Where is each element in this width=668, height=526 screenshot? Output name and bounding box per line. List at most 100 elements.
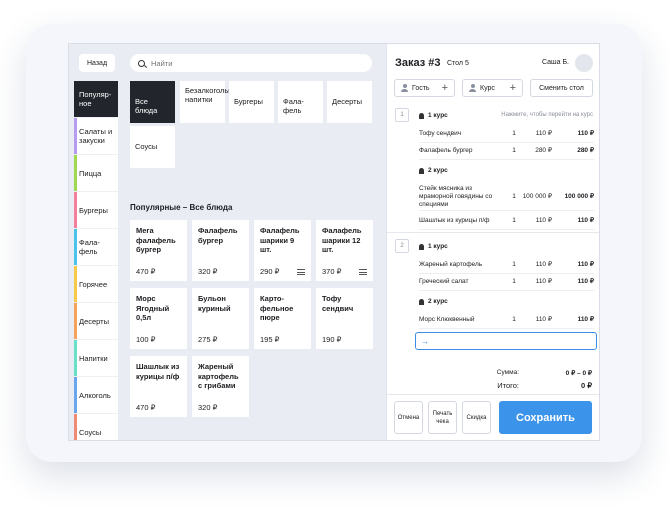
person-icon [401, 84, 408, 92]
product-name: Фалафель шарики 9 шт. [260, 226, 300, 254]
course-header[interactable]: 1 курс [419, 112, 448, 119]
item-price: 100 000 ₽ [522, 193, 552, 200]
category-color-bar [74, 192, 77, 228]
product-card[interactable]: Фалафель бургер 320 ₽ [192, 220, 249, 281]
search-input[interactable] [151, 58, 351, 68]
new-item-input[interactable]: → [415, 332, 597, 350]
add-guest-label: Гость [412, 84, 430, 92]
group-tile[interactable]: Бургеры [229, 81, 274, 123]
category-label: Десерты [79, 316, 110, 326]
item-qty: 1 [512, 217, 516, 224]
sidebar-item-category[interactable]: Салаты и закуски [74, 118, 118, 155]
item-qty: 1 [512, 316, 516, 323]
group-tile[interactable]: Соусы [130, 126, 175, 168]
divider [419, 273, 594, 274]
guest-1-icon[interactable]: 1 [395, 108, 409, 122]
product-name: Шашлык из курицы п/ф [136, 362, 180, 381]
sidebar-item-category[interactable]: Алкоголь [74, 377, 118, 414]
item-price: 110 ₽ [535, 316, 552, 323]
product-card[interactable]: Карто-фельное пюре 195 ₽ [254, 288, 311, 349]
product-price: 195 ₽ [260, 335, 280, 344]
pos-screen: Назад Популяр-ное Салаты и закуски Пицца Бу… [68, 43, 600, 441]
item-price: 110 ₽ [535, 278, 552, 285]
product-name: Карто-фельное пюре [260, 294, 294, 322]
course-label: 2 курс [428, 167, 448, 174]
category-color-bar [74, 81, 77, 117]
category-color-bar [74, 155, 77, 191]
bell-icon [419, 167, 424, 174]
divider [419, 142, 594, 143]
change-table-button[interactable]: Сменить стол [530, 79, 593, 97]
save-button[interactable]: Сохранить [499, 401, 592, 434]
item-sum: 110 ₽ [577, 130, 594, 137]
avatar[interactable] [575, 54, 593, 72]
add-course-label: Курс [480, 84, 495, 92]
category-label: Популяр-ное [79, 90, 112, 108]
divider [419, 229, 594, 230]
course-header[interactable]: 1 курс [419, 243, 448, 250]
add-course-button[interactable]: Курс + [462, 79, 523, 97]
item-sum: 110 ₽ [577, 217, 594, 224]
category-sidebar: Популяр-ное Салаты и закуски Пицца Бургеры Ф… [74, 81, 118, 440]
sidebar-item-category[interactable]: Пицца [74, 155, 118, 192]
product-price: 470 ₽ [136, 267, 156, 276]
table-label: Стол 5 [447, 60, 469, 67]
group-tile[interactable]: Фала-фель [278, 81, 323, 123]
sidebar-item-category[interactable]: Фала-фель [74, 229, 118, 266]
group-tile[interactable]: Десерты [327, 81, 372, 123]
item-name: Морс Клюквенный [419, 316, 475, 323]
group-tile[interactable]: Все блюда [130, 81, 175, 123]
product-card[interactable]: Фалафель шарики 12 шт. 370 ₽ [316, 220, 373, 281]
guest-2-number: 2 [400, 243, 404, 249]
sidebar-item-category[interactable]: Горячее [74, 266, 118, 303]
product-card[interactable]: Фалафель шарики 9 шт. 290 ₽ [254, 220, 311, 281]
item-name: Стейк мясника из мраморной говядины со с… [419, 185, 493, 208]
divider [419, 159, 594, 160]
product-name: Фалафель бургер [198, 226, 238, 245]
product-card[interactable]: Жареный картофель с грибами 320 ₽ [192, 356, 249, 417]
category-label: Пицца [79, 168, 102, 178]
product-card[interactable]: Бульон куриный 275 ₽ [192, 288, 249, 349]
product-card[interactable]: Морс Ягодный 0,5л 100 ₽ [130, 288, 187, 349]
divider [419, 328, 594, 329]
item-qty: 1 [512, 147, 516, 154]
divider [419, 290, 594, 291]
sidebar-item-category[interactable]: Соусы [74, 414, 118, 440]
group-tile[interactable]: Безалкогольные напитки [180, 81, 242, 123]
category-label: Напитки [79, 353, 108, 363]
item-sum: 110 ₽ [577, 278, 594, 285]
product-name: Жареный картофель с грибами [198, 362, 239, 390]
divider [419, 210, 594, 211]
sidebar-item-category[interactable]: Напитки [74, 340, 118, 377]
print-receipt-button[interactable]: Печать чека [428, 401, 457, 434]
sidebar-item-category[interactable]: Бургеры [74, 192, 118, 229]
item-sum: 110 ₽ [577, 261, 594, 268]
back-button[interactable]: Назад [79, 54, 115, 72]
section-title: Популярные – Все блюда [130, 203, 233, 212]
product-price: 470 ₽ [136, 403, 156, 412]
sidebar-item-category[interactable]: Десерты [74, 303, 118, 340]
sidebar-item-category[interactable]: Популяр-ное [74, 81, 118, 118]
item-price: 110 ₽ [535, 130, 552, 137]
product-name: Фалафель шарики 12 шт. [322, 226, 362, 254]
category-label: Салаты и закуски [79, 127, 113, 145]
item-price: 280 ₽ [535, 147, 552, 154]
course-header[interactable]: 2 курс [419, 298, 448, 305]
item-name: Греческий салат [419, 278, 469, 285]
product-name: Тофу сендвич [322, 294, 354, 313]
product-price: 320 ₽ [198, 267, 218, 276]
guest-2-icon[interactable]: 2 [395, 239, 409, 253]
bell-icon [419, 112, 424, 119]
bell-icon [419, 243, 424, 250]
category-color-bar [74, 229, 77, 265]
course-header[interactable]: 2 курс [419, 167, 448, 174]
product-card[interactable]: Шашлык из курицы п/ф 470 ₽ [130, 356, 187, 417]
item-qty: 1 [512, 193, 516, 200]
item-qty: 1 [512, 278, 516, 285]
product-card[interactable]: Мега фалафель бургер 470 ₽ [130, 220, 187, 281]
add-guest-button[interactable]: Гость + [394, 79, 455, 97]
search-bar[interactable] [130, 54, 372, 72]
product-card[interactable]: Тофу сендвич 190 ₽ [316, 288, 373, 349]
discount-button[interactable]: Скидка [462, 401, 491, 434]
cancel-button[interactable]: Отмена [394, 401, 423, 434]
